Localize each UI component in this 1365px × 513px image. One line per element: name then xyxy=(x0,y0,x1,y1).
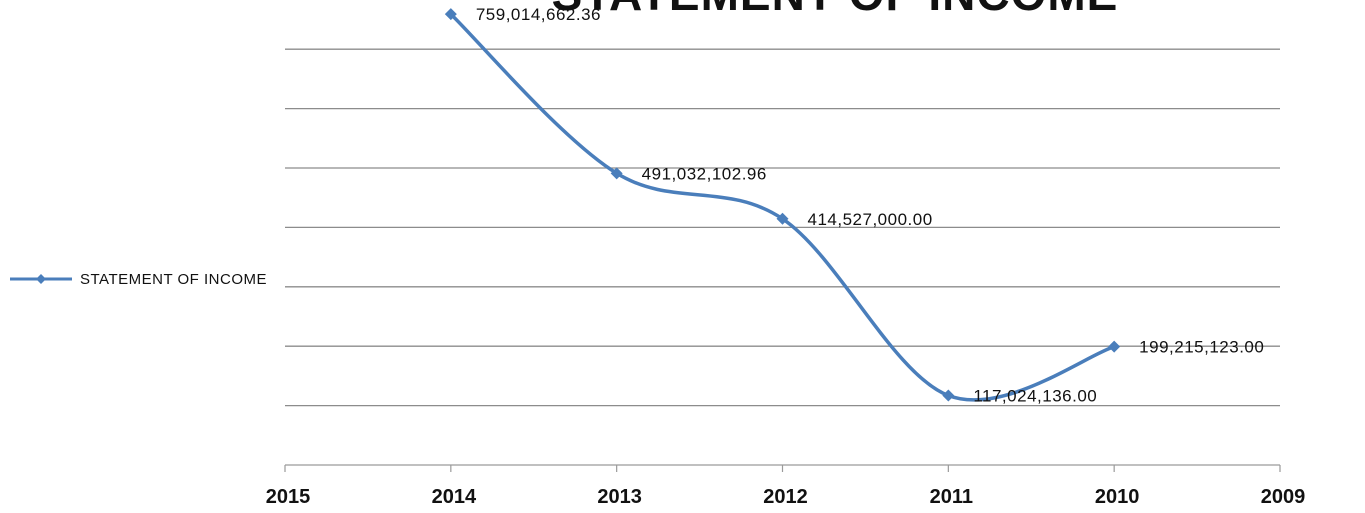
series-layer xyxy=(444,8,1121,402)
legend-label: STATEMENT OF INCOME xyxy=(80,271,267,288)
data-label: 491,032,102.96 xyxy=(642,164,767,183)
data-point-marker xyxy=(942,389,955,402)
data-point-marker xyxy=(1108,340,1121,353)
data-label: 759,014,662.36 xyxy=(476,5,601,24)
legend: STATEMENT OF INCOME xyxy=(10,271,267,288)
x-tick-label: 2009 xyxy=(1261,486,1306,508)
x-tick-label: 2015 xyxy=(266,486,311,508)
x-axis: 2015 2014 2013 2012 2011 2010 2009 xyxy=(266,464,1306,508)
legend-marker xyxy=(36,274,46,284)
data-point-marker xyxy=(444,8,457,21)
x-tick-label: 2014 xyxy=(432,486,477,508)
data-label: 414,527,000.00 xyxy=(808,210,933,229)
series-line xyxy=(449,12,1116,402)
chart-title: STATEMENT OF INCOME xyxy=(552,0,1119,20)
data-point-marker xyxy=(776,212,789,225)
data-label: 199,215,123.00 xyxy=(1139,338,1264,357)
x-tick-label: 2010 xyxy=(1095,486,1140,508)
data-labels: 759,014,662.36 491,032,102.96 414,527,000.… xyxy=(476,5,1264,405)
gridlines xyxy=(285,48,1280,407)
x-tick-label: 2011 xyxy=(930,486,973,508)
data-label: 117,024,136.00 xyxy=(973,386,1097,405)
x-tick-label: 2013 xyxy=(597,486,642,508)
data-point-marker xyxy=(610,167,623,180)
x-tick-label: 2012 xyxy=(763,486,808,508)
